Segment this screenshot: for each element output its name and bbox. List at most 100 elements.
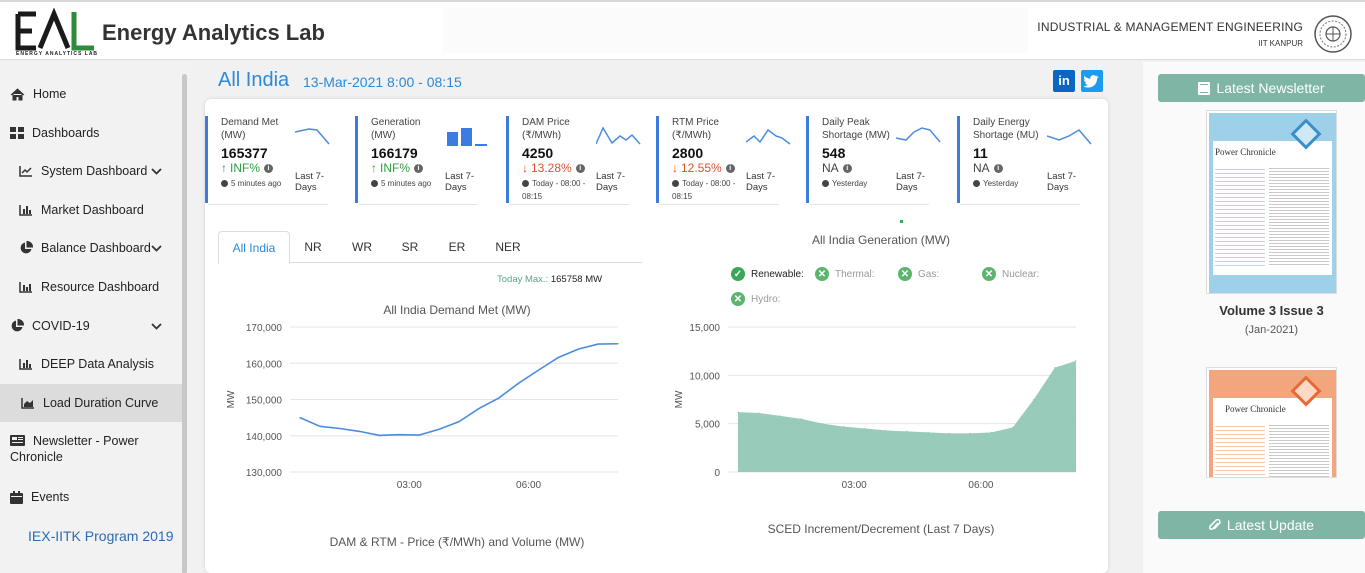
legend-nuclear[interactable]: ✕ Nuclear: <box>982 267 1039 281</box>
sidebar-item-system-dashboard[interactable]: System Dashboard <box>0 161 182 181</box>
generation-chart-title: All India Generation (MW) <box>811 233 951 247</box>
kpi-value: 4250 <box>522 145 554 161</box>
pie-chart-icon <box>11 319 24 332</box>
sidebar-item-label: Newsletter - Power <box>33 434 139 448</box>
sidebar-item-events[interactable]: Events <box>0 487 182 507</box>
tab-er[interactable]: ER <box>448 240 466 254</box>
chevron-down-icon[interactable] <box>151 244 162 252</box>
newsletter-date: (Jan-2021) <box>1244 324 1299 336</box>
tab-wr[interactable]: WR <box>352 240 372 254</box>
kpi-divider <box>960 204 1080 205</box>
kpi-generation[interactable]: Generation (MW) 166179 ↑ INF% i 5 minutes … <box>355 116 495 205</box>
x-circle-icon: ✕ <box>898 267 912 281</box>
cover-title: Power Chronicle <box>1225 404 1286 414</box>
iex-program-link[interactable]: IEX-IITK Program 2019 <box>28 528 174 544</box>
data-point <box>398 434 400 436</box>
kpi-daily-peak-shortage[interactable]: Daily Peak Shortage (MW) 548 NA i Yesterd… <box>806 116 946 205</box>
data-point <box>969 432 971 434</box>
sparkline-chart <box>596 126 641 145</box>
lab-logo[interactable] <box>14 8 96 58</box>
x-tick-label: 06:00 <box>968 480 993 491</box>
data-point <box>1054 367 1056 369</box>
kpi-time: Yesterday <box>822 177 902 190</box>
kpi-dam-price[interactable]: DAM Price (₹/MWh) 4250 ↓ 13.28% i Today - … <box>506 116 646 205</box>
sidebar-item-deep-data-analysis[interactable]: DEEP Data Analysis <box>0 354 182 374</box>
info-icon[interactable]: i <box>842 163 852 173</box>
latest-newsletter-button[interactable]: Latest Newsletter <box>1158 74 1365 102</box>
tab-nr[interactable]: NR <box>304 240 322 254</box>
kpi-change: ↑ INF% i <box>221 161 345 175</box>
kpi-period: Last 7-Days <box>746 171 776 193</box>
newsletter-cover-volume-3-issue-3[interactable]: Power Chronicle <box>1206 110 1337 294</box>
y-tick-label: 170,000 <box>246 323 283 334</box>
header-banner-area <box>443 8 1028 53</box>
kpi-change-value: INF% <box>380 161 410 175</box>
y-tick-label: 160,000 <box>246 359 283 370</box>
sidebar-item-label: DEEP Data Analysis <box>41 357 155 371</box>
area-series <box>738 360 1076 472</box>
kpi-change: ↑ INF% i <box>371 161 495 175</box>
tab-ner[interactable]: NER <box>495 240 521 254</box>
sidebar-scrollbar[interactable] <box>182 74 187 573</box>
cover-title: Power Chronicle <box>1215 147 1276 157</box>
iitk-seal-icon[interactable] <box>1313 14 1353 54</box>
kpi-demand-met[interactable]: Demand Met (MW) 165377 ↑ INF% i 5 minutes … <box>205 116 345 205</box>
legend-renewable[interactable]: ✓ Renewable: <box>731 267 804 281</box>
arrow-down-icon: ↓ <box>672 161 678 175</box>
sidebar-item-label: Balance Dashboard <box>41 241 151 255</box>
sidebar-item-market-dashboard[interactable]: Market Dashboard <box>0 200 182 220</box>
legend-thermal[interactable]: ✕ Thermal: <box>815 267 874 281</box>
kpi-time-text: 5 minutes ago <box>231 179 282 188</box>
kpi-rtm-price[interactable]: RTM Price (₹/MWh) 2800 ↓ 12.55% i Today - … <box>656 116 796 205</box>
kpi-value: 166179 <box>371 145 418 161</box>
legend-label: Renewable: <box>751 268 804 280</box>
home-icon <box>10 87 25 100</box>
sidebar-item-load-duration-curve[interactable]: Load Duration Curve <box>0 384 182 422</box>
chevron-down-icon[interactable] <box>151 322 162 330</box>
cover-text-column <box>1215 423 1265 477</box>
demand-line-chart[interactable]: 170,000 160,000 150,000 140,000 130,000 MW 03:… <box>218 315 658 495</box>
newsletter-cover-previous[interactable]: Power Chronicle <box>1206 367 1337 478</box>
latest-update-button[interactable]: Latest Update <box>1158 511 1365 539</box>
chevron-down-icon[interactable] <box>151 167 162 175</box>
info-icon[interactable]: i <box>725 163 735 173</box>
kpi-value: 548 <box>822 145 846 161</box>
info-icon[interactable]: i <box>264 163 273 173</box>
tab-sr[interactable]: SR <box>401 240 419 254</box>
sparkline-chart <box>1047 129 1092 145</box>
sidebar-item-resource-dashboard[interactable]: Resource Dashboard <box>0 277 182 297</box>
clock-icon <box>973 180 980 187</box>
cover-text-column <box>1215 166 1265 266</box>
newsletter-volume[interactable]: Volume 3 Issue 3 <box>1219 303 1324 318</box>
legend-hydro[interactable]: ✕ Hydro: <box>731 292 780 306</box>
data-point <box>1075 360 1077 362</box>
sidebar-item-dashboards[interactable]: Dashboards <box>0 123 182 143</box>
kpi-period: Last 7-Days <box>596 171 626 193</box>
sidebar-item-balance-dashboard[interactable]: Balance Dashboard <box>0 238 182 258</box>
kpi-label: Demand Met (MW) <box>221 117 279 141</box>
y-tick-label: 150,000 <box>246 396 283 407</box>
data-point <box>418 434 420 436</box>
check-circle-icon: ✓ <box>731 267 745 281</box>
kpi-daily-energy-shortage[interactable]: Daily Energy Shortage (MU) 11 NA i Yester… <box>957 116 1097 205</box>
linkedin-icon[interactable]: in <box>1053 70 1075 92</box>
app-title[interactable]: Energy Analytics Lab <box>102 20 325 45</box>
info-icon[interactable]: i <box>575 163 585 173</box>
latest-update-label: Latest Update <box>1226 517 1315 533</box>
y-tick-label: 10,000 <box>689 371 720 382</box>
kpi-time: Today - 08:00 - 08:15 <box>672 177 752 203</box>
arrow-up-icon: ↑ <box>221 161 227 175</box>
sidebar-item-newsletter[interactable]: Newsletter - Power <box>0 433 182 469</box>
tab-all-india[interactable]: All India <box>218 231 290 264</box>
info-icon[interactable]: i <box>414 163 423 173</box>
info-icon[interactable]: i <box>993 163 1003 173</box>
y-tick-label: 130,000 <box>246 468 283 479</box>
sidebar-item-home[interactable]: Home <box>0 84 182 104</box>
twitter-icon[interactable] <box>1081 70 1103 92</box>
area-chart-icon <box>21 398 34 409</box>
sidebar-item-covid-19[interactable]: COVID-19 <box>0 316 182 336</box>
legend-gas[interactable]: ✕ Gas: <box>898 267 939 281</box>
generation-area-chart[interactable]: 15,000 10,000 5,000 0 MW 03:00 06:00 <box>666 315 1086 495</box>
today-max-label: Today Max.: <box>497 274 549 285</box>
book-icon <box>1198 81 1211 95</box>
